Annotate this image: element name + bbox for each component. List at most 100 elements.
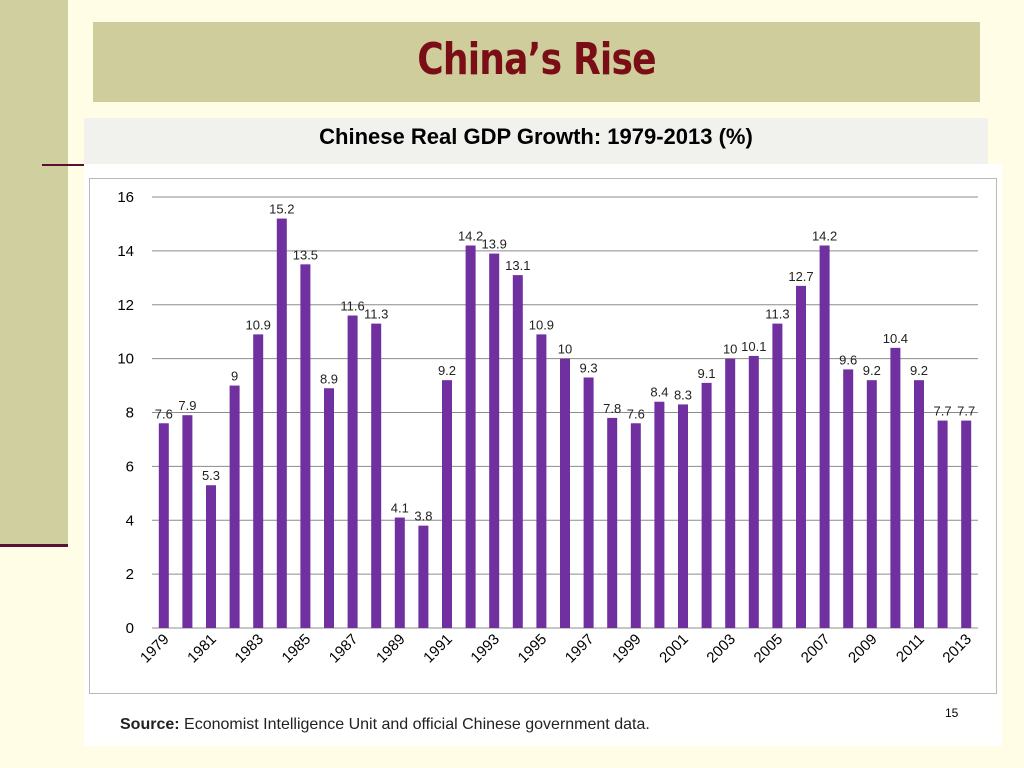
source-note: Source: Economist Intelligence Unit and … (120, 716, 650, 734)
data-label: 7.9 (178, 398, 196, 413)
accent-rule (42, 164, 88, 166)
y-tick-label: 10 (117, 351, 134, 368)
data-label: 9.6 (839, 352, 857, 367)
y-tick-label: 16 (117, 189, 134, 206)
data-label: 10.1 (741, 339, 766, 354)
data-label: 10.4 (883, 331, 908, 346)
y-tick-label: 6 (126, 458, 134, 475)
y-tick-label: 0 (126, 620, 134, 637)
page-number: 15 (945, 706, 959, 720)
x-tick-label: 1989 (373, 631, 409, 667)
data-label: 4.1 (391, 501, 409, 516)
x-tick-label: 1999 (609, 631, 645, 667)
bar (418, 525, 429, 628)
bar (347, 315, 358, 628)
x-tick-label: 1995 (515, 631, 551, 667)
data-label: 11.6 (340, 299, 364, 314)
data-label: 8.4 (650, 385, 668, 400)
data-label: 10 (558, 342, 572, 357)
bar (276, 218, 287, 629)
data-label: 9 (231, 369, 238, 384)
bar (819, 245, 830, 629)
data-label: 9.1 (698, 366, 716, 381)
chart-title-strip: Chinese Real GDP Growth: 1979-2013 (%) (84, 118, 988, 164)
x-tick-label: 1981 (184, 631, 220, 667)
bar (843, 369, 854, 628)
data-label: 7.6 (627, 406, 645, 421)
x-tick-label: 1979 (137, 631, 173, 667)
bar (654, 401, 665, 628)
bar (914, 380, 924, 628)
data-label: 7.7 (934, 404, 952, 419)
data-label: 9.2 (910, 363, 928, 378)
data-label: 9.2 (863, 363, 881, 378)
bar (394, 517, 405, 628)
data-label: 11.3 (765, 307, 789, 322)
x-tick-label: 1985 (279, 631, 315, 667)
data-label: 7.6 (155, 406, 173, 421)
bar (158, 423, 169, 628)
data-label: 5.3 (202, 468, 220, 483)
bar (560, 358, 570, 628)
data-label: 11.3 (364, 307, 388, 322)
data-label: 15.2 (269, 202, 294, 217)
data-label: 13.1 (505, 258, 530, 273)
bar (866, 380, 877, 628)
data-label: 13.5 (293, 247, 318, 262)
x-tick-label: 2001 (656, 631, 692, 667)
source-label: Source: (120, 716, 180, 733)
data-label: 10 (723, 342, 737, 357)
x-tick-label: 1991 (420, 631, 456, 667)
bar (961, 420, 972, 628)
y-tick-label: 14 (117, 243, 134, 260)
x-tick-label: 1993 (467, 631, 503, 667)
bar (324, 388, 334, 628)
y-tick-label: 2 (126, 566, 134, 583)
data-label: 3.8 (414, 509, 432, 524)
bar (678, 404, 688, 628)
bar (725, 358, 736, 628)
x-tick-label: 1983 (231, 631, 267, 667)
bar (583, 377, 594, 628)
data-label: 14.2 (812, 228, 837, 243)
data-label: 10.9 (246, 317, 271, 332)
title-bar: China’s Rise (93, 22, 980, 102)
data-label: 8.3 (674, 387, 692, 402)
data-label: 7.8 (603, 401, 621, 416)
bar (229, 385, 240, 628)
y-tick-label: 8 (126, 405, 134, 422)
data-label: 10.9 (529, 317, 554, 332)
x-tick-label: 2011 (893, 631, 928, 666)
bar (489, 253, 500, 628)
x-tick-label: 2003 (703, 631, 739, 667)
bar (701, 382, 712, 628)
y-tick-label: 4 (126, 512, 134, 529)
bar (371, 323, 382, 628)
data-label: 12.7 (788, 269, 813, 284)
bar (937, 420, 948, 628)
bar (890, 347, 901, 628)
y-tick-label: 12 (117, 297, 134, 314)
source-text: Economist Intelligence Unit and official… (184, 716, 650, 733)
slide-title: China’s Rise (417, 34, 656, 85)
bar (442, 380, 452, 628)
data-label: 13.9 (482, 237, 507, 252)
x-tick-label: 2007 (798, 631, 834, 667)
left-decor-rule (0, 544, 68, 547)
bar (796, 285, 806, 628)
left-decor-band (0, 0, 68, 546)
plot-frame (89, 178, 997, 694)
bar (206, 485, 216, 628)
x-tick-label: 2005 (751, 631, 787, 667)
bar (630, 423, 641, 628)
bar (465, 245, 476, 629)
data-label: 14.2 (458, 228, 483, 243)
x-tick-label: 2013 (939, 631, 975, 667)
bar (607, 417, 618, 628)
bar (253, 334, 264, 628)
x-tick-label: 2009 (845, 631, 881, 667)
data-label: 7.7 (957, 404, 975, 419)
data-label: 9.3 (580, 360, 598, 375)
data-label: 8.9 (320, 371, 338, 386)
